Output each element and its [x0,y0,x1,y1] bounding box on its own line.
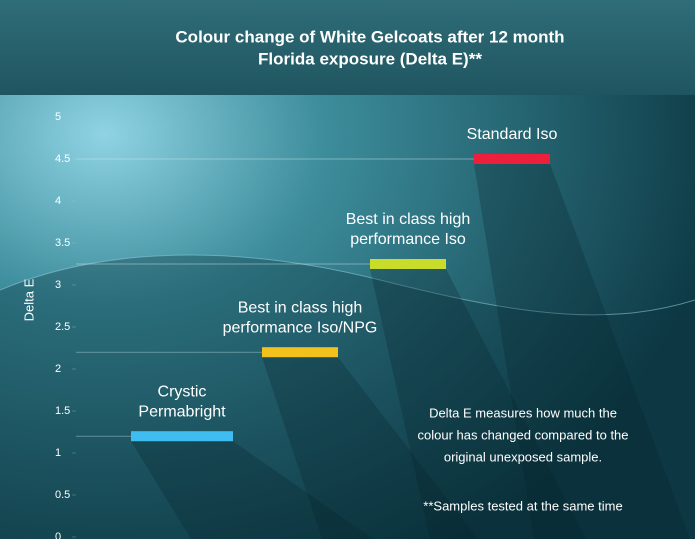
category-label: Best in class high [346,211,471,228]
y-tick-label: 3.5 [55,237,70,249]
y-tick-label: 4.5 [55,153,70,165]
y-tick-label: 1 [55,447,61,459]
bar-shadow [131,441,373,539]
bar [474,154,550,164]
y-tick-label: 2 [55,363,61,375]
annotation: original unexposed sample. [444,449,602,464]
category-label: performance Iso/NPG [223,319,378,336]
y-tick-label: 2.5 [55,321,70,333]
category-label: Best in class high [238,299,363,316]
category-label: Permabright [138,403,226,420]
annotation: colour has changed compared to the [417,427,628,442]
wave [0,255,695,539]
y-tick-label: 0 [55,531,61,539]
y-tick-label: 5 [55,111,61,123]
chart-title: Colour change of White Gelcoats after 12… [175,27,564,46]
annotation: Delta E measures how much the [429,405,617,420]
y-tick-label: 0.5 [55,489,70,501]
y-tick-label: 1.5 [55,405,70,417]
bar-shadow [262,357,478,539]
bar [370,259,446,269]
bar [131,431,233,442]
footnote: **Samples tested at the same time [423,498,622,513]
category-label: Crystic [158,383,207,400]
wave-line [0,254,695,316]
header [0,0,695,95]
category-label: performance Iso [350,231,466,248]
category-label: Standard Iso [467,126,558,143]
y-tick-label: 4 [55,195,61,207]
y-tick-label: 3 [55,279,61,291]
chart-title: Florida exposure (Delta E)** [258,49,482,68]
y-axis-label: Delta E [21,278,36,321]
bar-shadow [370,269,586,539]
bar-shadow [474,164,690,539]
bar [262,347,338,358]
